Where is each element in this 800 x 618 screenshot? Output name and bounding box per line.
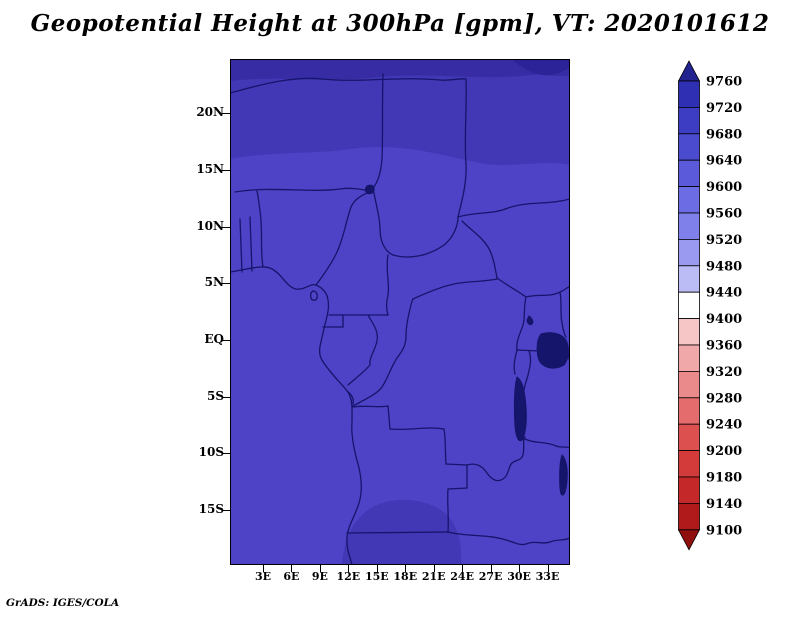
credit-text: GrADS: IGES/COLA: [6, 597, 119, 609]
colorbar-tick-label: 9280: [706, 391, 742, 406]
colorbar-tick-label: 9560: [706, 207, 742, 222]
lake-chad: [365, 185, 374, 194]
colorbar-segment: [679, 319, 700, 345]
colorbar-tick-label: 9400: [706, 312, 742, 327]
colorbar-tick-label: 9600: [706, 180, 742, 195]
colorbar-tick-label: 9200: [706, 444, 742, 459]
lat-tick-label: 10N: [182, 219, 224, 233]
lon-tick-mark: [405, 565, 406, 572]
colorbar-tick-label: 9140: [706, 497, 742, 512]
lat-tick-label: EQ: [182, 332, 224, 346]
colorbar-segment: [679, 81, 700, 107]
lon-tick-mark: [519, 565, 520, 572]
colorbar-segment: [679, 266, 700, 292]
colorbar-segment: [679, 292, 700, 318]
lake-victoria: [537, 333, 568, 368]
colorbar-segment: [679, 398, 700, 424]
colorbar-tick-label: 9760: [706, 75, 742, 90]
colorbar-tick-label: 9640: [706, 154, 742, 169]
colorbar-segment: [679, 187, 700, 213]
lon-tick-mark: [434, 565, 435, 572]
colorbar-segment: [679, 345, 700, 371]
colorbar-tick-label: 9100: [706, 523, 742, 538]
lon-tick-mark: [377, 565, 378, 572]
colorbar-tick-label: 9440: [706, 286, 742, 301]
lon-tick-mark: [491, 565, 492, 572]
colorbar-segment: [679, 424, 700, 450]
border-path: [353, 406, 388, 407]
colorbar: 9760 9720 9680 9640 9600 9560 9520 9480 9440 9400…: [678, 60, 758, 560]
colorbar-segment: [679, 160, 700, 186]
lon-tick-mark: [320, 565, 321, 572]
colorbar-segment: [679, 371, 700, 397]
colorbar-tick-label: 9480: [706, 259, 742, 274]
lat-tick-label: 20N: [182, 105, 224, 119]
colorbar-segment: [679, 107, 700, 133]
grads-weather-plot: Geopotential Height at 300hPa [gpm], VT:…: [0, 0, 800, 618]
lat-tick-mark: [222, 510, 230, 511]
map-panel: [230, 59, 570, 565]
colorbar-segment: [679, 451, 700, 477]
lon-tick-mark: [462, 565, 463, 572]
colorbar-tick-label: 9360: [706, 339, 742, 354]
plot-title: Geopotential Height at 300hPa [gpm], VT:…: [0, 10, 800, 37]
lat-tick-label: 10S: [182, 445, 224, 459]
colorbar-tick-label: 9320: [706, 365, 742, 380]
lat-tick-mark: [222, 227, 230, 228]
colorbar-segment: [679, 239, 700, 265]
colorbar-svg: 9760 9720 9680 9640 9600 9560 9520 9480 9440 9400…: [678, 60, 758, 560]
colorbar-up-arrow: [679, 61, 700, 81]
lat-tick-mark: [222, 397, 230, 398]
lat-tick-mark: [222, 453, 230, 454]
lat-tick-mark: [222, 340, 230, 341]
lat-tick-mark: [222, 113, 230, 114]
colorbar-tick-label: 9180: [706, 471, 742, 486]
colorbar-tick-label: 9680: [706, 127, 742, 142]
colorbar-segment: [679, 213, 700, 239]
colorbar-tick-label: 9240: [706, 418, 742, 433]
lon-tick-mark: [263, 565, 264, 572]
lat-tick-label: 15N: [182, 162, 224, 176]
map-svg: [230, 59, 570, 565]
colorbar-segment: [679, 503, 700, 529]
colorbar-down-arrow: [679, 530, 700, 550]
colorbar-tick-label: 9520: [706, 233, 742, 248]
lat-tick-label: 5S: [182, 389, 224, 403]
lon-tick-mark: [548, 565, 549, 572]
lat-tick-mark: [222, 170, 230, 171]
colorbar-segment: [679, 134, 700, 160]
lat-tick-label: 5N: [182, 275, 224, 289]
lon-tick-mark: [348, 565, 349, 572]
lon-tick-mark: [291, 565, 292, 572]
lat-tick-label: 15S: [182, 502, 224, 516]
colorbar-segment: [679, 477, 700, 503]
colorbar-tick-label: 9720: [706, 101, 742, 116]
lat-tick-mark: [222, 283, 230, 284]
